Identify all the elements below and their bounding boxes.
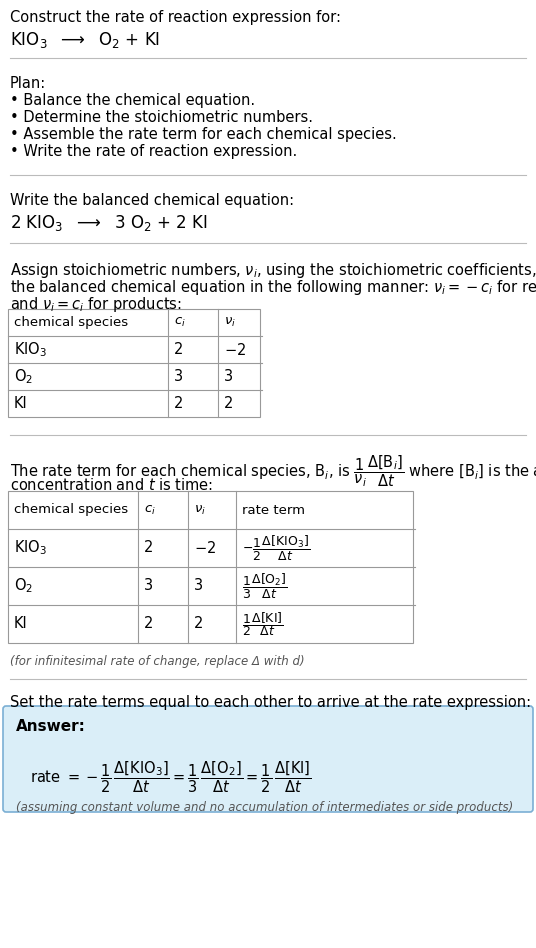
Text: Answer:: Answer:	[16, 719, 86, 734]
Text: $\nu_i$: $\nu_i$	[194, 503, 206, 517]
Text: (for infinitesimal rate of change, replace Δ with d): (for infinitesimal rate of change, repla…	[10, 655, 304, 668]
Text: 3: 3	[174, 369, 183, 384]
Text: KIO$_3$: KIO$_3$	[14, 340, 47, 359]
Text: chemical species: chemical species	[14, 503, 128, 517]
Text: and $\nu_i = c_i$ for products:: and $\nu_i = c_i$ for products:	[10, 295, 182, 314]
Text: rate term: rate term	[242, 503, 305, 517]
Text: $c_i$: $c_i$	[174, 316, 186, 329]
Text: 2: 2	[144, 540, 153, 556]
Text: KI: KI	[14, 616, 28, 631]
Text: $-\dfrac{1}{2}\dfrac{\Delta[\mathrm{KIO_3}]}{\Delta t}$: $-\dfrac{1}{2}\dfrac{\Delta[\mathrm{KIO_…	[242, 534, 310, 562]
Text: Set the rate terms equal to each other to arrive at the rate expression:: Set the rate terms equal to each other t…	[10, 695, 531, 710]
Text: the balanced chemical equation in the following manner: $\nu_i = -c_i$ for react: the balanced chemical equation in the fo…	[10, 278, 536, 297]
Text: O$_2$: O$_2$	[14, 367, 33, 386]
FancyBboxPatch shape	[3, 706, 533, 812]
Text: concentration and $t$ is time:: concentration and $t$ is time:	[10, 477, 213, 493]
Text: 2: 2	[174, 342, 183, 357]
Bar	[8, 309, 260, 417]
Text: KIO$_3$  $\longrightarrow$  O$_2$ + KI: KIO$_3$ $\longrightarrow$ O$_2$ + KI	[10, 30, 160, 50]
Text: The rate term for each chemical species, B$_i$, is $\dfrac{1}{\nu_i}\dfrac{\Delt: The rate term for each chemical species,…	[10, 453, 536, 488]
Text: Plan:: Plan:	[10, 76, 46, 91]
Text: KI: KI	[14, 396, 28, 411]
Text: 2: 2	[174, 396, 183, 411]
Text: $\nu_i$: $\nu_i$	[224, 316, 236, 329]
Text: 2: 2	[144, 616, 153, 631]
Text: 3: 3	[224, 369, 233, 384]
Text: Assign stoichiometric numbers, $\nu_i$, using the stoichiometric coefficients, $: Assign stoichiometric numbers, $\nu_i$, …	[10, 261, 536, 280]
Text: 3: 3	[144, 578, 153, 593]
Text: $-2$: $-2$	[194, 540, 216, 556]
Text: • Write the rate of reaction expression.: • Write the rate of reaction expression.	[10, 144, 297, 159]
Text: • Balance the chemical equation.: • Balance the chemical equation.	[10, 93, 255, 108]
Text: KIO$_3$: KIO$_3$	[14, 538, 47, 557]
Text: 2: 2	[224, 396, 233, 411]
Text: $\dfrac{1}{2}\dfrac{\Delta[\mathrm{KI}]}{\Delta t}$: $\dfrac{1}{2}\dfrac{\Delta[\mathrm{KI}]}…	[242, 611, 284, 638]
Text: $c_i$: $c_i$	[144, 503, 156, 517]
Text: • Assemble the rate term for each chemical species.: • Assemble the rate term for each chemic…	[10, 127, 397, 142]
Text: O$_2$: O$_2$	[14, 576, 33, 595]
Bar	[8, 491, 413, 643]
Text: 2 KIO$_3$  $\longrightarrow$  3 O$_2$ + 2 KI: 2 KIO$_3$ $\longrightarrow$ 3 O$_2$ + 2 …	[10, 213, 208, 233]
Text: rate $= -\dfrac{1}{2}\,\dfrac{\Delta[\mathrm{KIO_3}]}{\Delta t} = \dfrac{1}{3}\,: rate $= -\dfrac{1}{2}\,\dfrac{\Delta[\ma…	[30, 759, 311, 794]
Text: 3: 3	[194, 578, 203, 593]
Text: $\dfrac{1}{3}\dfrac{\Delta[\mathrm{O_2}]}{\Delta t}$: $\dfrac{1}{3}\dfrac{\Delta[\mathrm{O_2}]…	[242, 572, 288, 600]
Text: 2: 2	[194, 616, 203, 631]
Text: (assuming constant volume and no accumulation of intermediates or side products): (assuming constant volume and no accumul…	[16, 801, 513, 814]
Text: chemical species: chemical species	[14, 316, 128, 329]
Text: Write the balanced chemical equation:: Write the balanced chemical equation:	[10, 193, 294, 208]
Text: • Determine the stoichiometric numbers.: • Determine the stoichiometric numbers.	[10, 110, 313, 125]
Text: $-2$: $-2$	[224, 341, 246, 357]
Text: Construct the rate of reaction expression for:: Construct the rate of reaction expressio…	[10, 10, 341, 25]
